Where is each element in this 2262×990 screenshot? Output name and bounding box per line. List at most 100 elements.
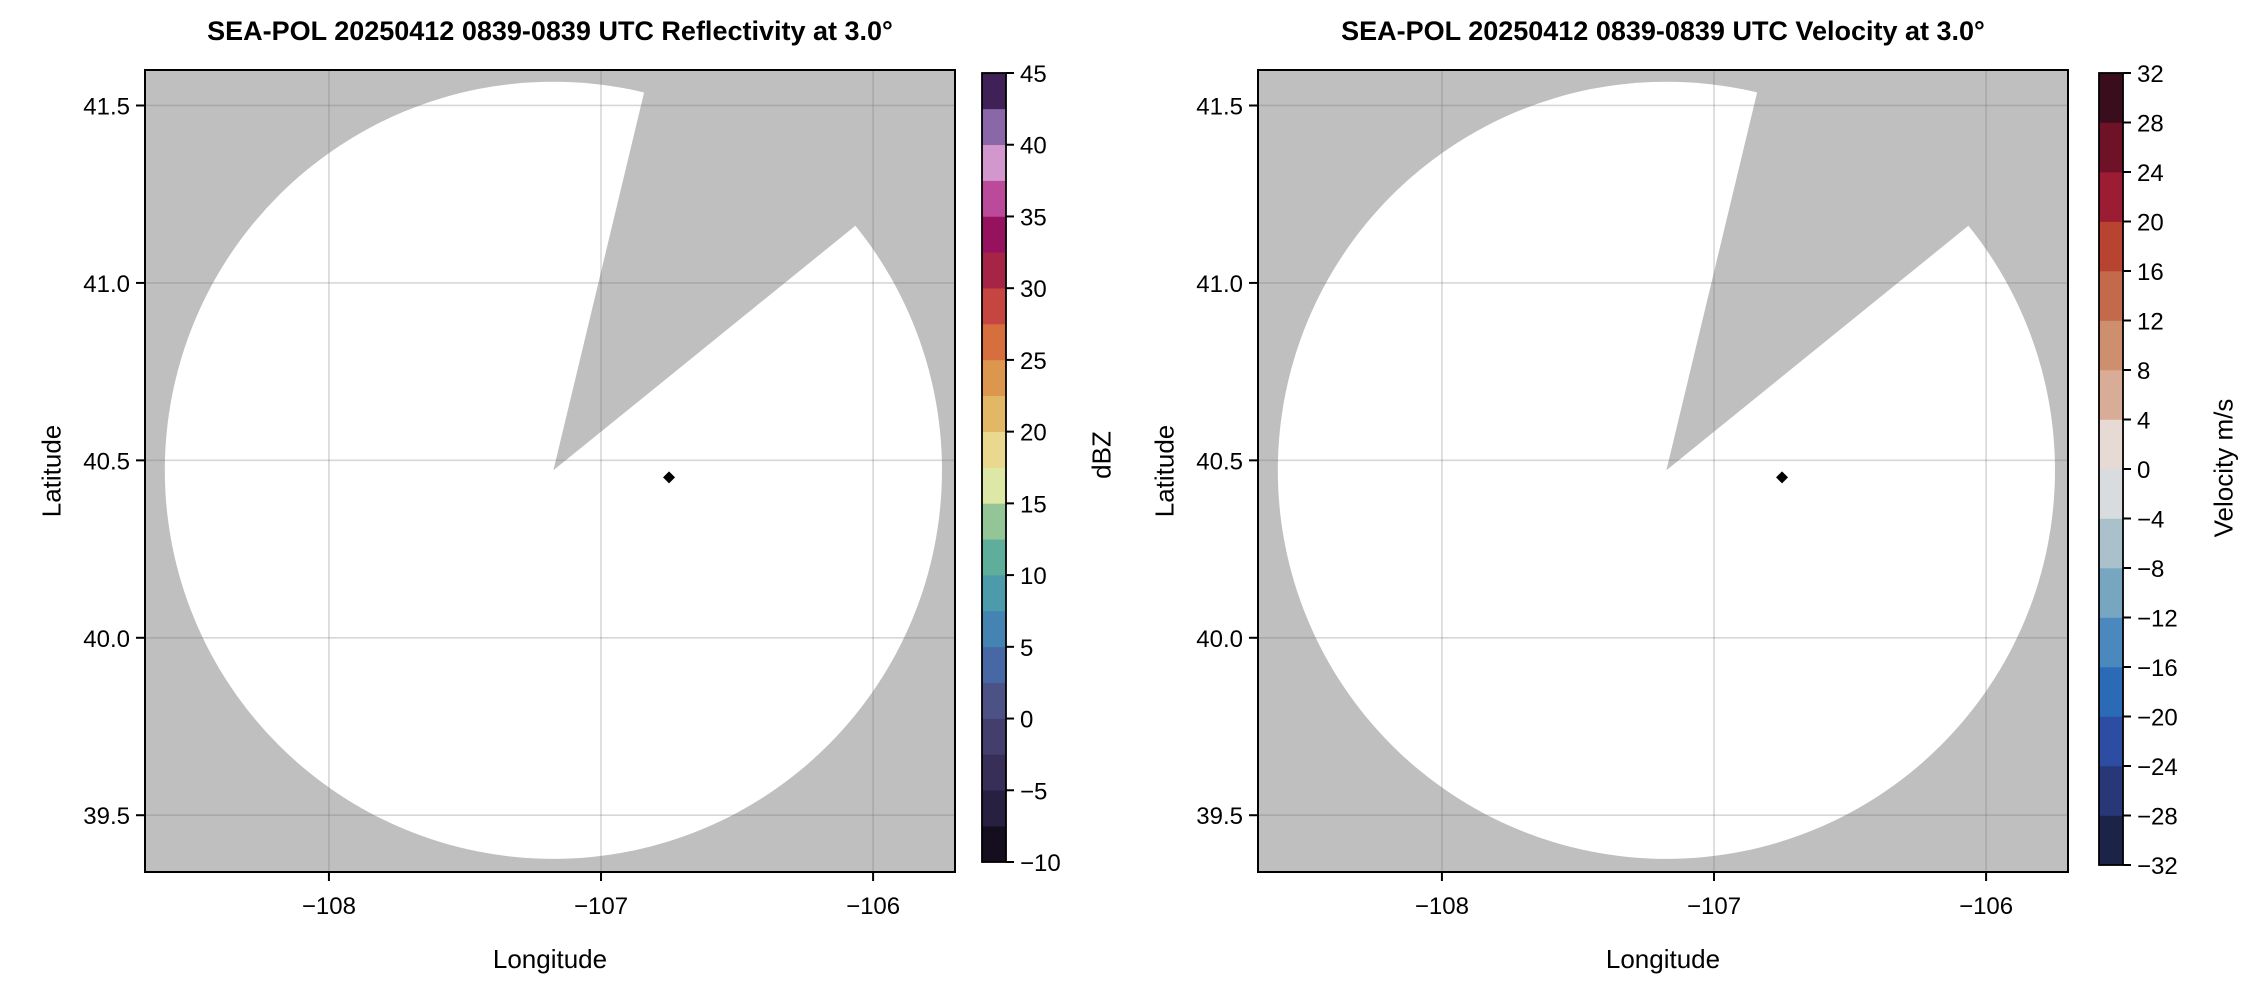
colorbar-tick-label: 28 — [2137, 111, 2164, 138]
yaxis-label-latitude-right: Latitude — [1149, 424, 1180, 518]
colorbar-band — [2099, 419, 2123, 470]
colorbar-tick-label: 32 — [2137, 61, 2164, 88]
panel-title-reflectivity: SEA-POL 20250412 0839-0839 UTC Reflectiv… — [207, 16, 893, 46]
colorbar-band — [982, 825, 1006, 863]
y-tick-label: 41.5 — [83, 93, 130, 120]
colorbar-tick-label: 5 — [1020, 635, 1033, 662]
colorbar-band — [982, 503, 1006, 540]
colorbar-tick-label: −5 — [1020, 778, 1047, 805]
y-tick-label: 41.0 — [83, 271, 130, 298]
x-tick-label: −108 — [302, 893, 356, 920]
colorbar-tick-label: −10 — [1020, 850, 1061, 877]
colorbar-tick-label: 8 — [2137, 358, 2150, 385]
colorbar-band — [2099, 518, 2123, 569]
colorbar-band — [982, 216, 1006, 253]
colorbar-band — [982, 180, 1006, 217]
y-tick-label: 40.5 — [83, 448, 130, 475]
colorbar-band — [2099, 567, 2123, 618]
colorbar-tick-label: 16 — [2137, 259, 2164, 286]
colorbar-band — [2099, 221, 2123, 272]
x-tick-label: −107 — [1687, 893, 1741, 920]
missing-sector-wedge — [1666, 70, 2068, 471]
colorbar-band — [982, 682, 1006, 719]
colorbar-tick-label: −12 — [2137, 606, 2178, 633]
colorbar-band — [982, 574, 1006, 612]
colorbar-band — [982, 789, 1006, 827]
colorbar-band — [982, 538, 1006, 576]
y-tick-label: 39.5 — [83, 803, 130, 830]
y-tick-label: 40.0 — [1196, 626, 1243, 653]
y-tick-label: 40.0 — [83, 626, 130, 653]
colorbar-label-velocity: Velocity m/s — [2208, 398, 2239, 538]
colorbar-band — [2099, 617, 2123, 668]
colorbar-band — [2099, 666, 2123, 717]
colorbar-tick-label: 45 — [1020, 61, 1047, 88]
colorbar-tick-label: 20 — [2137, 210, 2164, 237]
plot-spines — [1257, 69, 2069, 873]
plot-spines — [144, 69, 956, 873]
y-tick-label: 39.5 — [1196, 803, 1243, 830]
colorbar-band — [2099, 171, 2123, 222]
colorbar-band — [2099, 815, 2123, 866]
colorbar-band — [2099, 765, 2123, 816]
colorbar-tick-label: 15 — [1020, 491, 1047, 518]
colorbar-tick-label: −24 — [2137, 754, 2178, 781]
colorbar-band — [982, 359, 1006, 397]
colorbar-band — [2099, 468, 2123, 519]
colorbar-band — [2099, 716, 2123, 767]
colorbar-tick-label: 35 — [1020, 204, 1047, 231]
panel-title-velocity: SEA-POL 20250412 0839-0839 UTC Velocity … — [1341, 16, 1985, 46]
colorbar-tick-label: 4 — [2137, 408, 2150, 435]
colorbar-band — [982, 323, 1006, 361]
colorbar-band — [2099, 320, 2123, 371]
colorbar-band — [2099, 369, 2123, 420]
colorbar-band — [2099, 270, 2123, 321]
site-marker — [663, 471, 676, 484]
xaxis-label-longitude-left: Longitude — [492, 944, 608, 974]
xaxis-label-longitude-right: Longitude — [1605, 944, 1721, 974]
colorbar-band — [982, 252, 1006, 289]
colorbar-tick-label: −8 — [2137, 556, 2164, 583]
colorbar-tick-label: −16 — [2137, 655, 2178, 682]
colorbar-band — [982, 431, 1006, 468]
colorbar-tick-label: −20 — [2137, 705, 2178, 732]
colorbar-label-dbz: dBZ — [1086, 431, 1117, 479]
colorbar-tick-label: 25 — [1020, 348, 1047, 375]
missing-sector-wedge — [553, 70, 955, 471]
colorbar-outline — [981, 72, 1007, 863]
colorbar-band — [982, 108, 1006, 146]
colorbar-band — [982, 610, 1006, 648]
colorbar-tick-label: 10 — [1020, 563, 1047, 590]
colorbar-band — [2099, 122, 2123, 173]
x-tick-label: −107 — [574, 893, 628, 920]
colorbar-band — [982, 287, 1006, 325]
colorbar-tick-label: 40 — [1020, 133, 1047, 160]
colorbar-tick-label: 20 — [1020, 420, 1047, 447]
colorbar-band — [982, 718, 1006, 755]
colorbar-tick-label: −28 — [2137, 804, 2178, 831]
colorbar-band — [982, 646, 1006, 683]
colorbar-band — [982, 467, 1006, 504]
colorbar-band — [2099, 72, 2123, 123]
colorbar-band — [982, 754, 1006, 791]
x-tick-label: −108 — [1415, 893, 1469, 920]
colorbar-tick-label: 0 — [2137, 457, 2150, 484]
colorbar-tick-label: 30 — [1020, 276, 1047, 303]
colorbar-band — [982, 144, 1006, 181]
colorbar-tick-label: 24 — [2137, 160, 2164, 187]
colorbar-tick-label: 0 — [1020, 707, 1033, 734]
colorbar-tick-label: −4 — [2137, 507, 2164, 534]
colorbar-band — [982, 395, 1006, 432]
y-tick-label: 41.5 — [1196, 93, 1243, 120]
colorbar-tick-label: 12 — [2137, 309, 2164, 336]
x-tick-label: −106 — [1959, 893, 2013, 920]
colorbar-band — [982, 72, 1006, 110]
x-tick-label: −106 — [846, 893, 900, 920]
y-tick-label: 40.5 — [1196, 448, 1243, 475]
site-marker — [1776, 471, 1789, 484]
y-tick-label: 41.0 — [1196, 271, 1243, 298]
yaxis-label-latitude-left: Latitude — [36, 424, 67, 518]
colorbar-tick-label: −32 — [2137, 853, 2178, 880]
